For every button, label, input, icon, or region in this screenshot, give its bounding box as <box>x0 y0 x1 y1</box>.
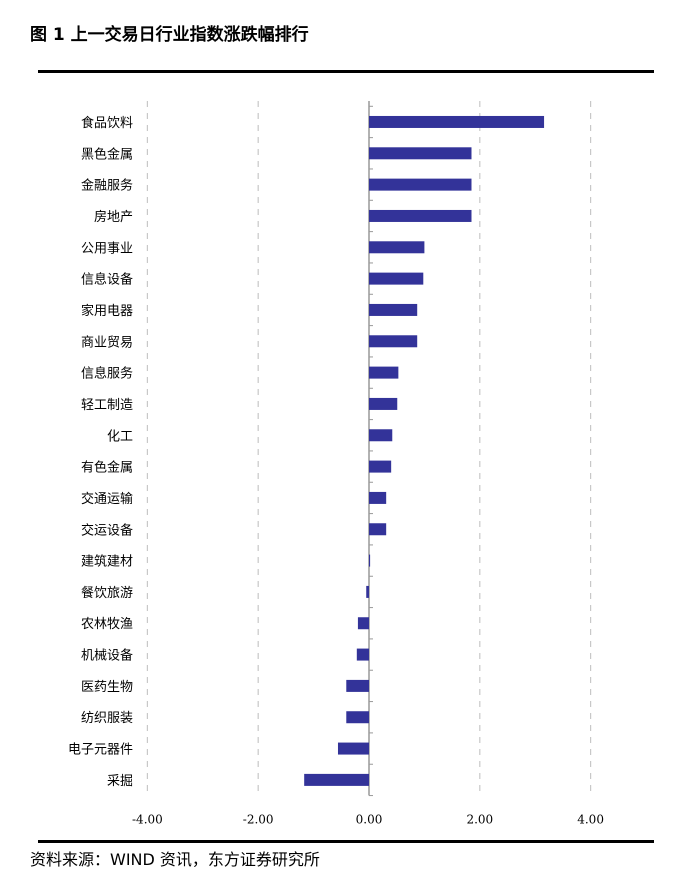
category-label: 电子元器件 <box>68 743 133 758</box>
category-label: 有色金属 <box>81 460 133 476</box>
x-tick-label: 0.00 <box>356 813 383 827</box>
bar <box>369 366 399 379</box>
top-rule <box>38 70 654 73</box>
category-label: 金融服务 <box>81 178 133 194</box>
bar <box>369 178 472 191</box>
category-label: 餐饮旅游 <box>81 585 133 601</box>
bar <box>369 335 418 348</box>
bar <box>369 397 398 410</box>
bar <box>369 209 472 222</box>
bar <box>369 460 392 473</box>
category-label: 建筑建材 <box>81 554 133 570</box>
bar <box>369 147 472 160</box>
bar <box>357 617 369 630</box>
bar <box>369 303 418 316</box>
x-tick-label: 2.00 <box>466 813 493 827</box>
category-label: 交运设备 <box>81 522 133 538</box>
category-label: 医药生物 <box>81 680 133 695</box>
chart-title: 图 1 上一交易日行业指数涨跌幅排行 <box>30 25 309 45</box>
bar <box>346 711 369 724</box>
bar <box>346 679 369 692</box>
category-label: 公用事业 <box>81 241 133 256</box>
category-label: 农林牧渔 <box>81 617 133 632</box>
category-label: 采掘 <box>107 774 133 789</box>
bar <box>369 241 425 254</box>
bar <box>369 554 371 567</box>
bar <box>366 585 369 598</box>
source-note: 资料来源：WIND 资讯，东方证券研究所 <box>30 850 320 869</box>
category-label: 化工 <box>107 429 133 444</box>
bar <box>369 429 393 442</box>
category-label: 信息设备 <box>81 272 133 288</box>
category-label: 商业贸易 <box>81 335 133 350</box>
bar <box>304 773 369 786</box>
bar <box>337 742 369 755</box>
category-label: 机械设备 <box>81 648 133 664</box>
bar <box>369 523 387 536</box>
category-label: 轻工制造 <box>81 398 133 413</box>
category-label: 家用电器 <box>81 303 133 319</box>
category-label: 黑色金属 <box>81 146 133 162</box>
bar <box>369 115 545 128</box>
category-label: 房地产 <box>94 209 133 225</box>
x-tick-label: 4.00 <box>577 813 604 827</box>
bar <box>369 272 424 285</box>
x-tick-label: -2.00 <box>243 813 274 827</box>
category-label: 交通运输 <box>81 491 133 507</box>
bottom-rule <box>38 840 654 843</box>
category-label: 食品饮料 <box>81 115 133 131</box>
bar <box>356 648 369 661</box>
category-label: 纺织服装 <box>81 711 133 726</box>
bar <box>369 491 387 504</box>
category-label: 信息服务 <box>81 366 133 382</box>
x-tick-label: -4.00 <box>132 813 163 827</box>
